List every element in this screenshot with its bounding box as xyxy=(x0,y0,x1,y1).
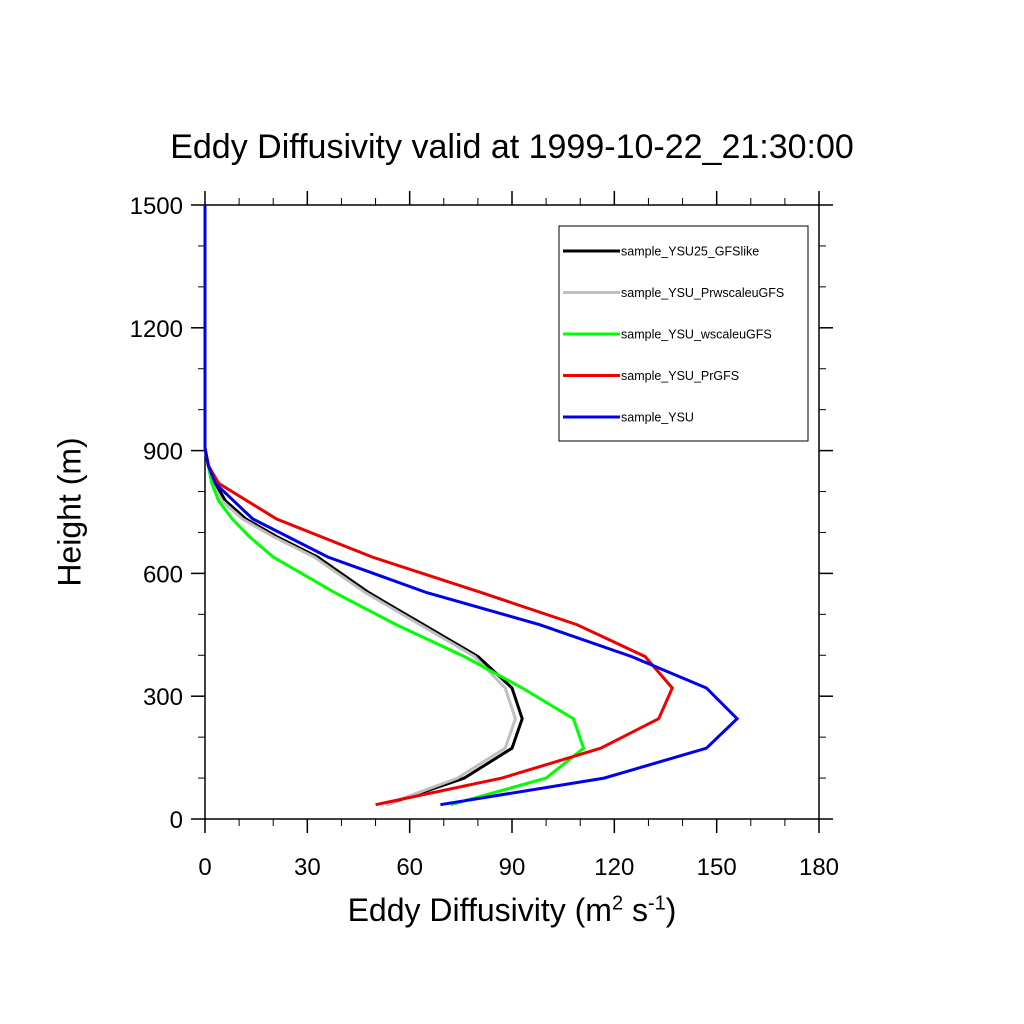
y-axis-label: Height (m) xyxy=(51,437,88,587)
x-tick-label: 120 xyxy=(594,854,634,881)
series-line xyxy=(203,205,740,807)
x-tick-label: 30 xyxy=(294,854,321,881)
legend-label: sample_YSU25_GFSlike xyxy=(621,245,759,259)
legend-label: sample_YSU_PrGFS xyxy=(621,369,739,383)
y-tick-label: 600 xyxy=(143,561,183,588)
y-tick-label: 0 xyxy=(170,807,183,834)
x-axis-label-exp2: -1 xyxy=(647,892,666,915)
legend: sample_YSU25_GFSlike sample_YSU_Prwscaleu… xyxy=(558,225,809,442)
series-line xyxy=(203,205,586,807)
x-axis-label-end: ) xyxy=(665,892,677,928)
x-tick-label: 150 xyxy=(697,854,737,881)
x-axis-label-main: Eddy Diffusivity (m xyxy=(347,892,612,928)
x-axis-label-mid: s xyxy=(623,892,648,928)
x-tick-label: 0 xyxy=(198,854,211,881)
y-tick-label: 300 xyxy=(143,684,183,711)
x-axis-label: Eddy Diffusivity (m2 s-1) xyxy=(205,892,819,929)
y-tick-label: 1200 xyxy=(130,316,183,343)
y-tick-label: 900 xyxy=(143,439,183,466)
x-axis-label-exp1: 2 xyxy=(611,892,624,915)
legend-label: sample_YSU_wscaleuGFS xyxy=(621,328,772,342)
y-tick-label: 1500 xyxy=(130,193,183,220)
series-lines xyxy=(203,205,740,807)
chart-title: Eddy Diffusivity valid at 1999-10-22_21:… xyxy=(170,128,854,166)
legend-label: sample_YSU xyxy=(621,411,694,425)
axis-ticks: 0 30 60 90 120 150 180 0 300 600 900 1200 1500 xyxy=(130,191,839,881)
x-tick-label: 180 xyxy=(799,854,839,881)
x-tick-label: 90 xyxy=(499,854,526,881)
x-tick-label: 60 xyxy=(396,854,423,881)
legend-label: sample_YSU_PrwscaleuGFS xyxy=(621,286,784,300)
